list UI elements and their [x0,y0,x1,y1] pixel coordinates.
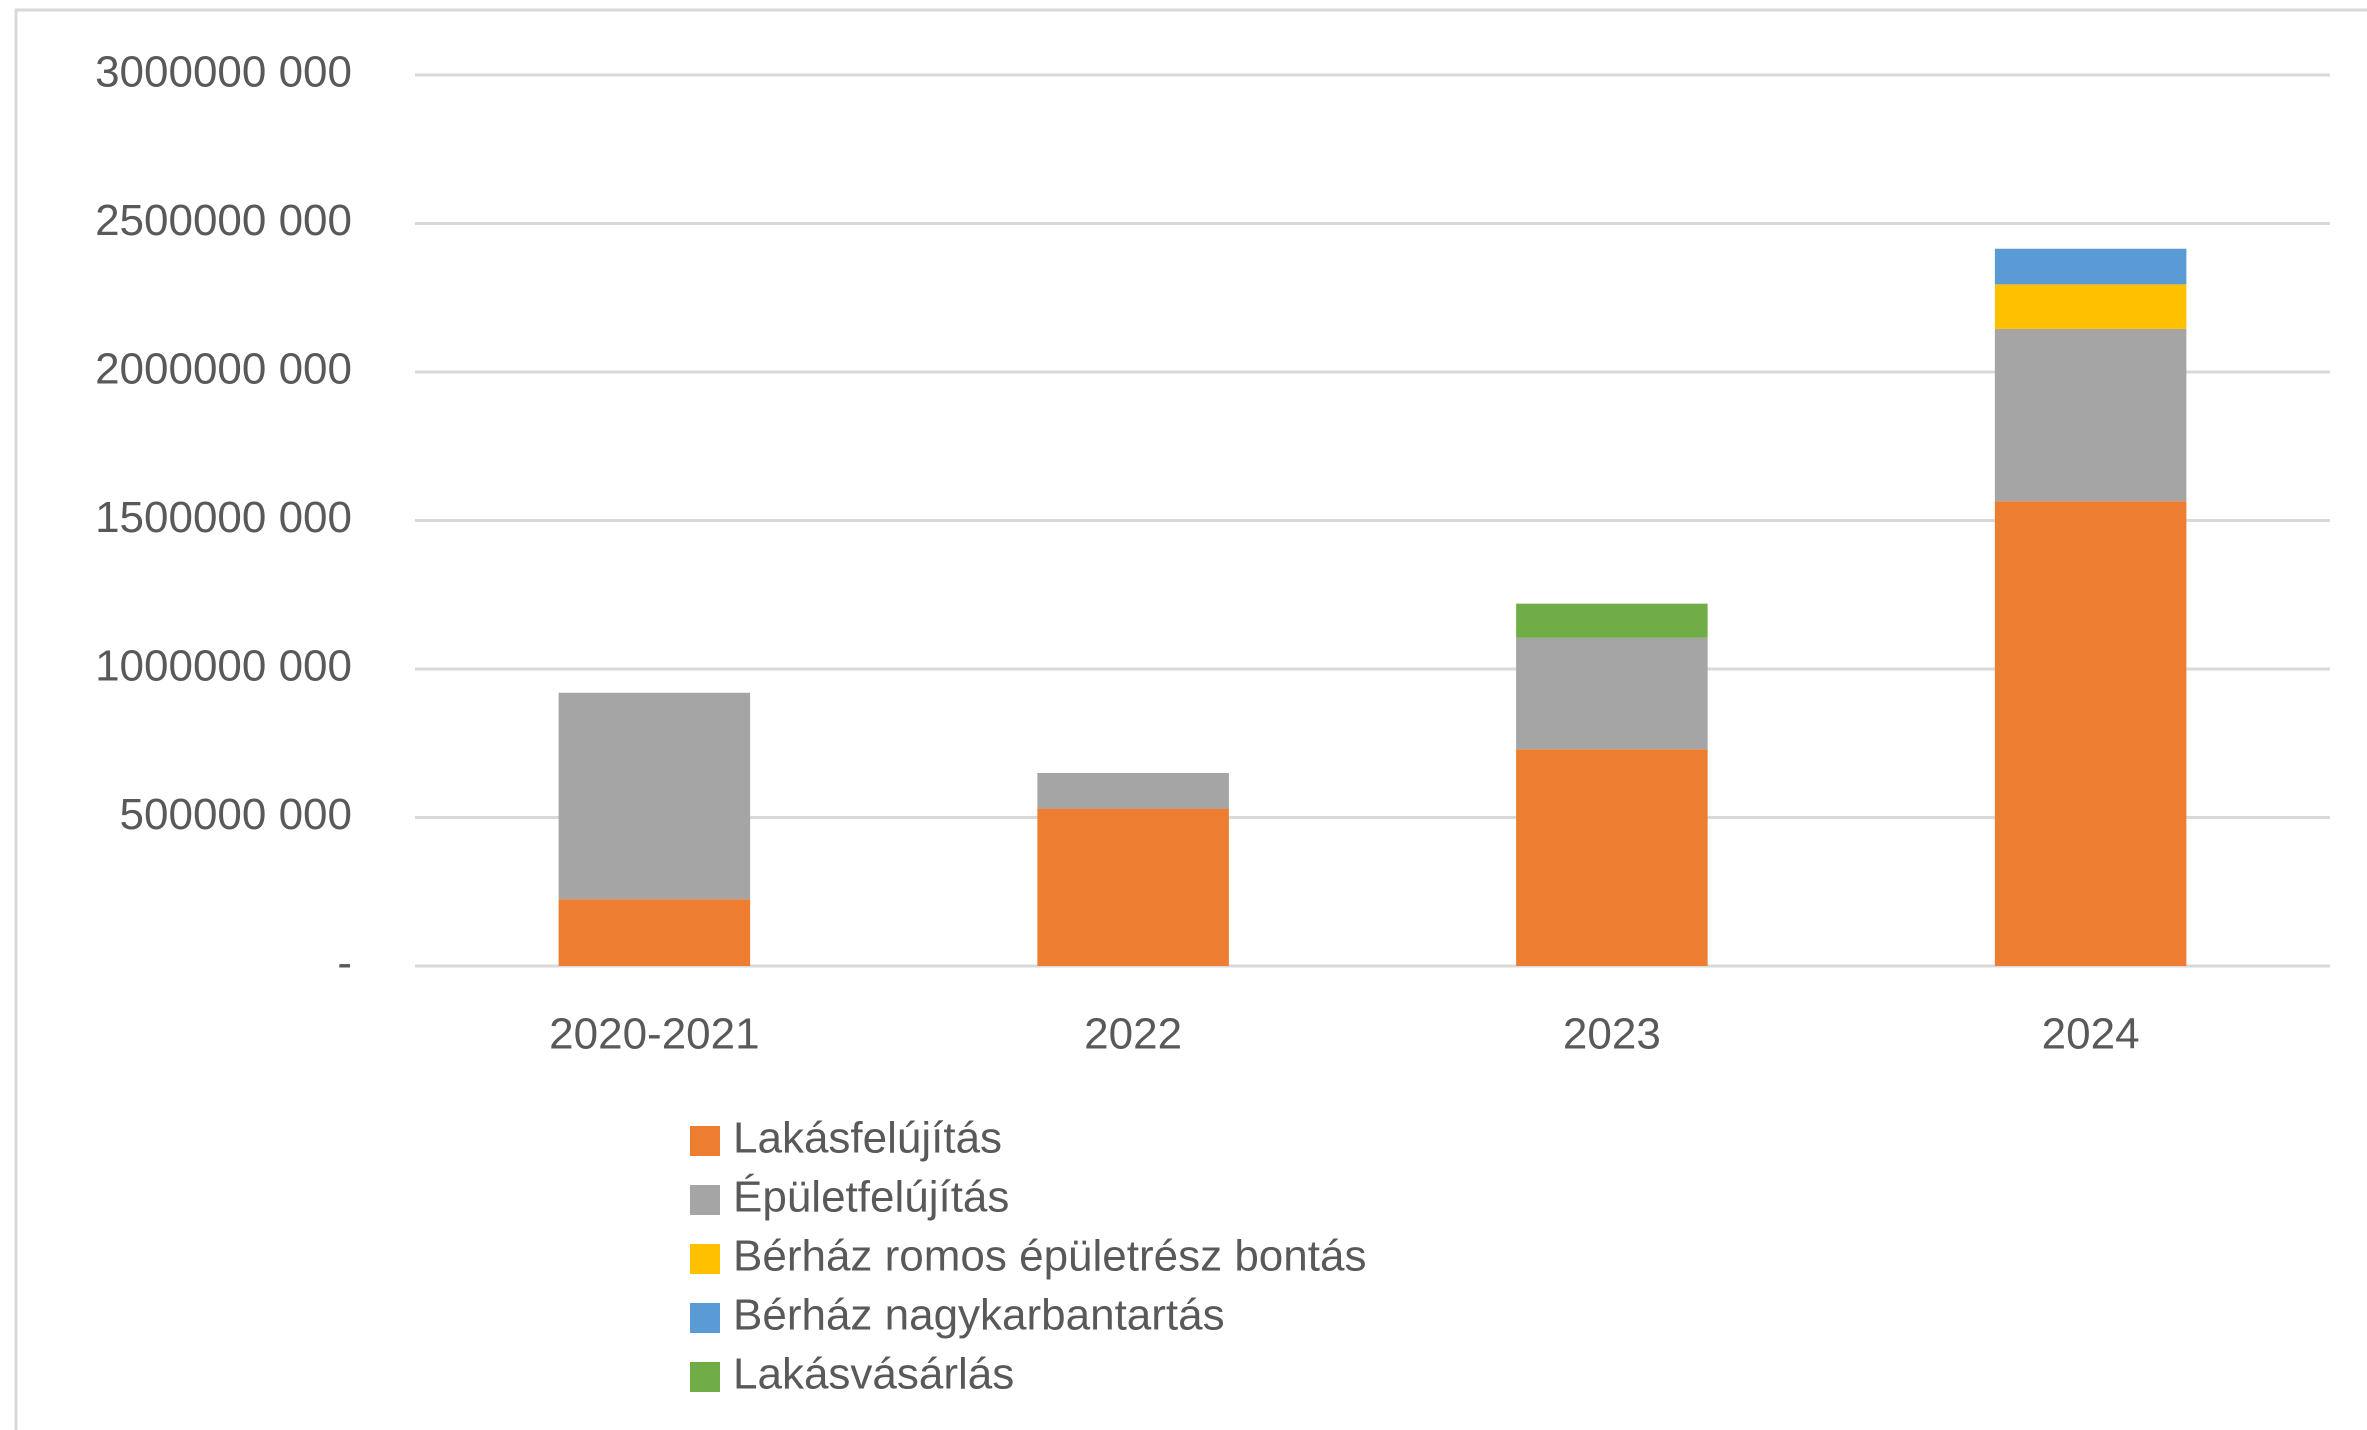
legend-label: Lakásvásárlás [733,1350,1014,1399]
y-tick-label: 3000000 000 [95,48,352,97]
bar-segment [558,692,751,900]
bar-segment [1994,248,2187,285]
x-tick-label: 2020-2021 [549,1010,759,1059]
legend-swatch [690,1303,720,1333]
x-tick-label: 2024 [2042,1010,2140,1059]
y-tick-label: 1500000 000 [95,493,352,542]
y-tick-label: 2500000 000 [95,196,352,245]
y-tick-label: 1000000 000 [95,642,352,691]
y-tick-label: 2000000 000 [95,345,352,394]
legend-label: Lakásfelújítás [733,1114,1002,1163]
legend-swatch [690,1185,720,1215]
legend-label: Bérház nagykarbantartás [733,1291,1225,1340]
y-tick-label: - [337,939,352,988]
bar-segment [1516,749,1708,966]
x-tick-label: 2023 [1563,1010,1661,1059]
bar-segment [1037,772,1229,809]
bar-segment [1516,637,1708,750]
chart-border [14,8,2367,1430]
legend-swatch [690,1244,720,1274]
y-tick-label: 500000 000 [120,790,352,839]
legend-label: Bérház romos épületrész bontás [733,1232,1366,1281]
legend-label: Épületfelújítás [733,1173,1009,1222]
bar-segment [1994,284,2187,329]
x-tick-label: 2022 [1084,1010,1182,1059]
bar-segment [1994,328,2187,502]
bar-segment [1516,603,1708,638]
legend-swatch [690,1126,720,1156]
bar-segment [558,899,751,966]
legend-swatch [690,1362,720,1392]
bar-segment [1994,501,2187,966]
bar-segment [1037,808,1229,966]
